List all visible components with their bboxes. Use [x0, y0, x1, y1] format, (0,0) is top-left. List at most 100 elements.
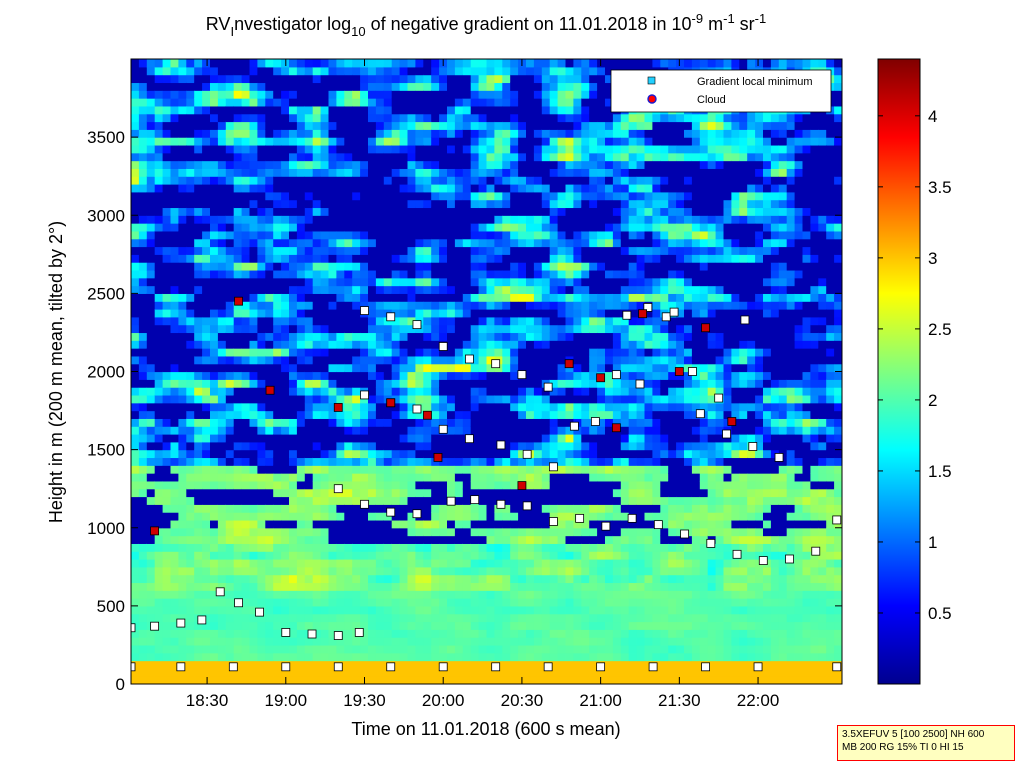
heatmap-cell: [391, 527, 401, 537]
heatmap-cell: [131, 519, 140, 529]
heatmap-cell: [526, 387, 535, 396]
heatmap-cell: [383, 590, 393, 599]
heatmap-cell: [241, 144, 251, 154]
heatmap-cell: [549, 144, 559, 154]
heatmap-cell: [462, 676, 472, 684]
heatmap-cell: [210, 441, 219, 451]
heatmap-cell: [565, 246, 574, 255]
heatmap-cell: [281, 621, 290, 630]
heatmap-cell: [565, 113, 574, 123]
heatmap-cell: [549, 152, 559, 162]
heatmap-cell: [612, 246, 622, 255]
heatmap-cell: [336, 504, 345, 513]
heatmap-cell: [431, 309, 440, 318]
heatmap-cell: [312, 113, 322, 123]
heatmap-cell: [336, 168, 345, 177]
heatmap-cell: [257, 348, 266, 357]
heatmap-cell: [304, 74, 314, 84]
heatmap-cell: [557, 262, 567, 271]
heatmap-cell: [304, 457, 314, 466]
heatmap-cell: [502, 613, 511, 623]
heatmap-cell: [328, 340, 337, 349]
heatmap-cell: [470, 98, 480, 107]
heatmap-cell: [146, 262, 156, 271]
heatmap-cell: [518, 223, 527, 232]
heatmap-cell: [352, 598, 361, 607]
heatmap-cell: [320, 652, 330, 662]
heatmap-cell: [383, 215, 393, 224]
heatmap-cell: [597, 480, 606, 490]
heatmap-cell: [620, 441, 630, 451]
heatmap-cell: [589, 496, 598, 505]
heatmap-cell: [170, 176, 179, 185]
heatmap-cell: [541, 254, 551, 263]
heatmap-cell: [202, 152, 211, 162]
heatmap-cell: [383, 465, 393, 474]
heatmap-cell: [281, 519, 290, 529]
heatmap-cell: [549, 621, 559, 630]
heatmap-cell: [296, 277, 306, 287]
heatmap-cell: [217, 316, 227, 326]
heatmap-cell: [581, 590, 590, 599]
heatmap-cell: [470, 668, 480, 677]
heatmap-cell: [407, 519, 416, 529]
heatmap-cell: [565, 129, 574, 138]
heatmap-cell: [486, 199, 495, 209]
heatmap-cell: [312, 613, 322, 623]
heatmap-cell: [202, 113, 211, 123]
heatmap-cell: [462, 144, 472, 154]
heatmap-cell: [210, 59, 219, 68]
heatmap-cell: [620, 582, 630, 591]
heatmap-cell: [486, 277, 495, 287]
heatmap-cell: [605, 355, 614, 365]
heatmap-cell: [605, 582, 614, 591]
heatmap-cell: [439, 316, 448, 326]
heatmap-cell: [518, 394, 527, 404]
heatmap-cell: [162, 465, 172, 474]
heatmap-cell: [454, 82, 464, 91]
heatmap-cell: [454, 465, 464, 474]
heatmap-cell: [526, 496, 535, 505]
heatmap-cell: [589, 543, 598, 552]
heatmap-cell: [439, 230, 448, 240]
heatmap-cell: [233, 668, 243, 677]
heatmap-cell: [170, 355, 179, 365]
heatmap-cell: [454, 215, 464, 224]
heatmap-cell: [573, 269, 582, 279]
heatmap-cell: [581, 238, 590, 248]
heatmap-cell: [162, 449, 172, 459]
heatmap-cell: [581, 473, 590, 482]
heatmap-cell: [439, 488, 448, 498]
heatmap-cell: [138, 535, 148, 544]
heatmap-cell: [273, 301, 282, 310]
heatmap-cell: [620, 449, 630, 459]
heatmap-cell: [352, 90, 361, 99]
heatmap-cell: [320, 449, 330, 459]
heatmap-cell: [581, 598, 590, 607]
heatmap-cell: [589, 137, 598, 146]
heatmap-cell: [589, 324, 598, 334]
heatmap-cell: [178, 207, 187, 216]
heatmap-cell: [312, 105, 322, 115]
heatmap-cell: [494, 418, 503, 427]
heatmap-cell: [383, 519, 393, 529]
heatmap-cell: [162, 457, 172, 466]
heatmap-cell: [486, 566, 495, 576]
heatmap-cell: [178, 379, 187, 388]
heatmap-cell: [470, 426, 480, 435]
heatmap-cell: [375, 191, 385, 201]
heatmap-cell: [131, 652, 140, 662]
heatmap-cell: [368, 668, 377, 677]
heatmap-cell: [447, 379, 456, 388]
heatmap-cell: [470, 184, 480, 193]
heatmap-cell: [273, 527, 282, 537]
heatmap-cell: [336, 644, 345, 654]
heatmap-cell: [620, 504, 630, 513]
heatmap-cell: [573, 285, 582, 294]
heatmap-cell: [375, 137, 385, 146]
heatmap-cell: [391, 324, 401, 334]
heatmap-cell: [241, 394, 251, 404]
heatmap-cell: [470, 340, 480, 349]
heatmap-cell: [470, 176, 480, 185]
heatmap-cell: [154, 113, 164, 123]
